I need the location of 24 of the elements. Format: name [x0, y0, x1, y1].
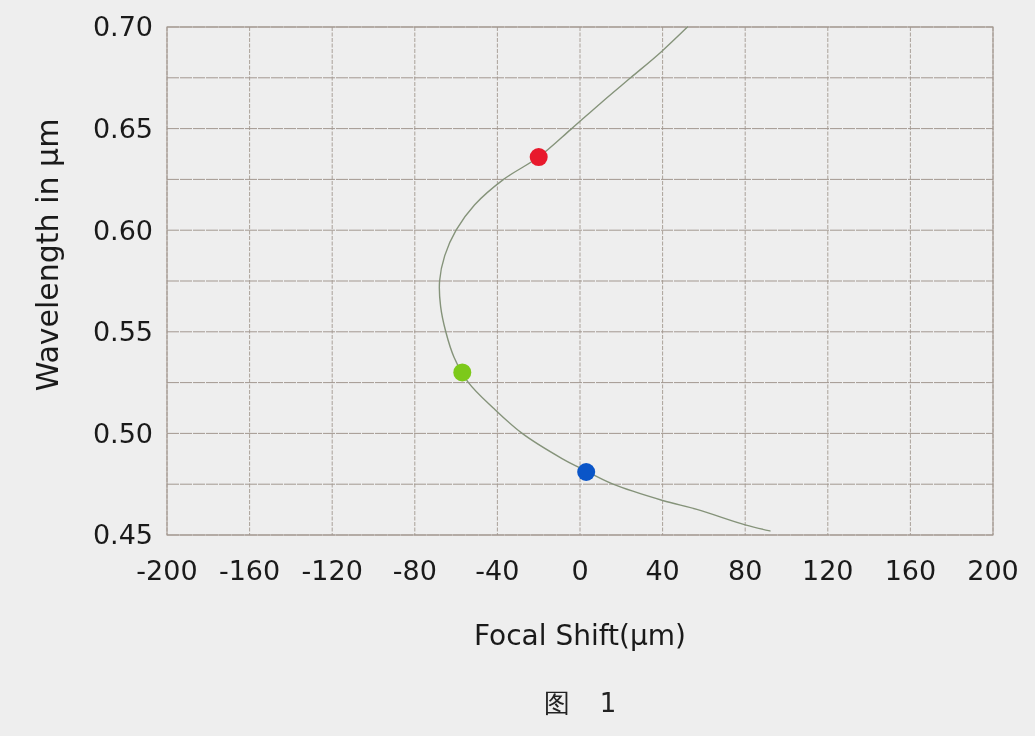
- y-tick-label: 0.70: [92, 11, 153, 43]
- x-tick-label: -200: [136, 555, 198, 586]
- x-tick-label: -80: [392, 555, 437, 586]
- x-tick-label: 0: [571, 555, 589, 586]
- y-tick-label: 0.60: [92, 214, 153, 246]
- y-tick-label: 0.50: [92, 417, 153, 449]
- y-tick-label: 0.45: [92, 519, 153, 551]
- point: [577, 463, 596, 482]
- y-tick-label: 0.65: [92, 113, 153, 145]
- x-tick-label: 160: [884, 555, 937, 586]
- x-tick-label: -120: [301, 555, 363, 586]
- x-tick-label: 120: [802, 555, 854, 586]
- point: [529, 148, 548, 167]
- x-axis-title: Focal Shift(μm): [473, 619, 687, 652]
- y-tick-label: 0.55: [92, 316, 153, 348]
- x-tick-label: 80: [728, 555, 763, 586]
- x-tick-label: -160: [218, 555, 281, 586]
- line-series: [438, 26, 771, 532]
- y-axis-title: Wavelength in μm: [30, 118, 65, 392]
- x-tick-label: 40: [645, 555, 680, 586]
- x-tick-label: -40: [475, 555, 520, 586]
- caption: 图 1: [543, 688, 617, 718]
- point: [453, 363, 472, 382]
- x-tick-label: 200: [967, 555, 1019, 586]
